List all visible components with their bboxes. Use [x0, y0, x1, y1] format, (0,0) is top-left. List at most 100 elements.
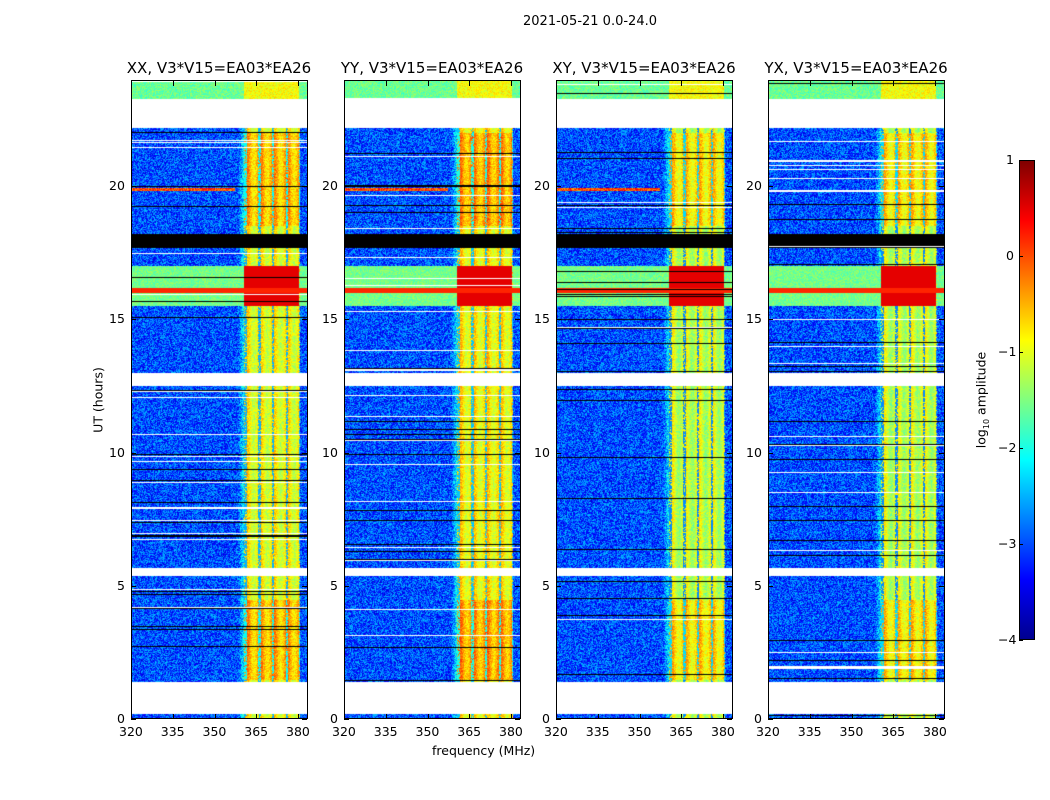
- x-tick-mark: [469, 714, 471, 719]
- x-tick-label: 350: [202, 724, 227, 739]
- y-tick-label: 15: [109, 311, 125, 327]
- colorbar: [1019, 160, 1035, 640]
- y-tick-label: 15: [534, 311, 550, 327]
- figure-title: 2021-05-21 0.0-24.0: [523, 14, 657, 29]
- y-tick-label: 10: [746, 444, 762, 460]
- x-tick-label: 335: [585, 724, 610, 739]
- heatmap-image: [769, 81, 944, 718]
- heatmap-panel: [344, 80, 521, 719]
- y-tick-mark: [131, 319, 136, 321]
- x-tick-mark: [344, 714, 345, 719]
- y-tick-mark: [302, 186, 307, 187]
- y-tick-mark: [131, 719, 136, 720]
- colorbar-tick-label: −4: [998, 632, 1017, 647]
- y-tick-label: 5: [330, 577, 338, 593]
- x-tick-mark: [427, 714, 429, 719]
- y-tick-mark: [939, 319, 944, 321]
- y-tick-mark: [302, 585, 307, 587]
- x-tick-mark: [851, 714, 853, 719]
- heatmap-image: [132, 81, 307, 718]
- y-tick-mark: [727, 585, 732, 587]
- y-tick-mark: [768, 719, 773, 720]
- y-tick-label: 20: [534, 178, 550, 193]
- colorbar-tick-mark: [1019, 256, 1023, 257]
- x-tick-label: 335: [373, 724, 398, 739]
- x-tick-mark: [298, 81, 299, 86]
- y-tick-label: 5: [542, 577, 550, 593]
- x-tick-mark: [935, 81, 936, 86]
- x-tick-mark: [768, 81, 769, 86]
- x-tick-mark: [385, 714, 387, 719]
- x-tick-mark: [768, 714, 769, 719]
- y-tick-mark: [131, 186, 136, 187]
- y-tick-label: 20: [746, 178, 762, 193]
- y-tick-mark: [515, 186, 520, 187]
- y-tick-mark: [556, 186, 561, 187]
- colorbar-label: log10 amplitude: [973, 351, 991, 449]
- y-tick-mark: [768, 452, 773, 454]
- heatmap-image: [345, 81, 520, 718]
- colorbar-tick-mark: [1019, 448, 1023, 449]
- colorbar-tick-mark: [1019, 352, 1023, 353]
- y-tick-mark: [727, 452, 732, 454]
- x-tick-mark: [469, 81, 471, 86]
- x-tick-mark: [597, 714, 599, 719]
- y-tick-mark: [131, 452, 136, 454]
- colorbar-tick-label: 1: [1006, 152, 1014, 167]
- panel-title: XX, V3*V15=EA03*EA26: [126, 59, 312, 77]
- x-tick-mark: [681, 81, 683, 86]
- x-tick-mark: [511, 81, 512, 86]
- x-tick-label: 365: [669, 724, 694, 739]
- x-tick-mark: [511, 714, 512, 719]
- x-tick-mark: [172, 81, 174, 86]
- y-tick-label: 10: [534, 444, 550, 460]
- y-tick-label: 5: [754, 577, 762, 593]
- x-tick-mark: [131, 714, 132, 719]
- colorbar-tick-mark: [1019, 640, 1023, 641]
- x-tick-mark: [893, 714, 895, 719]
- x-tick-mark: [298, 714, 299, 719]
- x-tick-mark: [639, 714, 641, 719]
- x-tick-label: 350: [415, 724, 440, 739]
- heatmap-image: [557, 81, 732, 718]
- y-tick-mark: [515, 319, 520, 321]
- x-tick-mark: [935, 714, 936, 719]
- y-tick-label: 15: [322, 311, 338, 327]
- x-tick-label: 335: [160, 724, 185, 739]
- x-tick-mark: [809, 714, 811, 719]
- x-tick-mark: [344, 81, 345, 86]
- x-tick-mark: [723, 714, 724, 719]
- colorbar-tick-label: −2: [998, 440, 1017, 455]
- y-tick-label: 15: [746, 311, 762, 327]
- y-tick-label: 20: [322, 178, 338, 193]
- y-tick-label: 20: [109, 178, 125, 193]
- x-tick-mark: [556, 81, 557, 86]
- x-tick-label: 380: [711, 724, 735, 739]
- x-tick-label: 320: [119, 724, 143, 739]
- y-tick-mark: [939, 719, 944, 720]
- x-tick-mark: [681, 714, 683, 719]
- y-tick-mark: [727, 319, 732, 321]
- x-tick-label: 335: [797, 724, 822, 739]
- y-tick-label: 0: [117, 711, 125, 726]
- y-tick-label: 0: [754, 711, 762, 726]
- heatmap-panel: [556, 80, 733, 719]
- x-tick-label: 380: [499, 724, 523, 739]
- y-tick-mark: [768, 319, 773, 321]
- y-tick-mark: [344, 452, 349, 454]
- x-tick-mark: [723, 81, 724, 86]
- x-tick-label: 320: [756, 724, 780, 739]
- x-tick-mark: [556, 714, 557, 719]
- y-tick-mark: [556, 452, 561, 454]
- y-tick-mark: [302, 719, 307, 720]
- y-tick-mark: [556, 585, 561, 587]
- y-tick-mark: [344, 319, 349, 321]
- x-tick-mark: [256, 81, 258, 86]
- y-tick-mark: [768, 585, 773, 587]
- y-tick-mark: [768, 186, 773, 187]
- x-tick-mark: [172, 714, 174, 719]
- y-tick-mark: [131, 585, 136, 587]
- x-tick-label: 320: [332, 724, 356, 739]
- y-tick-label: 0: [330, 711, 338, 726]
